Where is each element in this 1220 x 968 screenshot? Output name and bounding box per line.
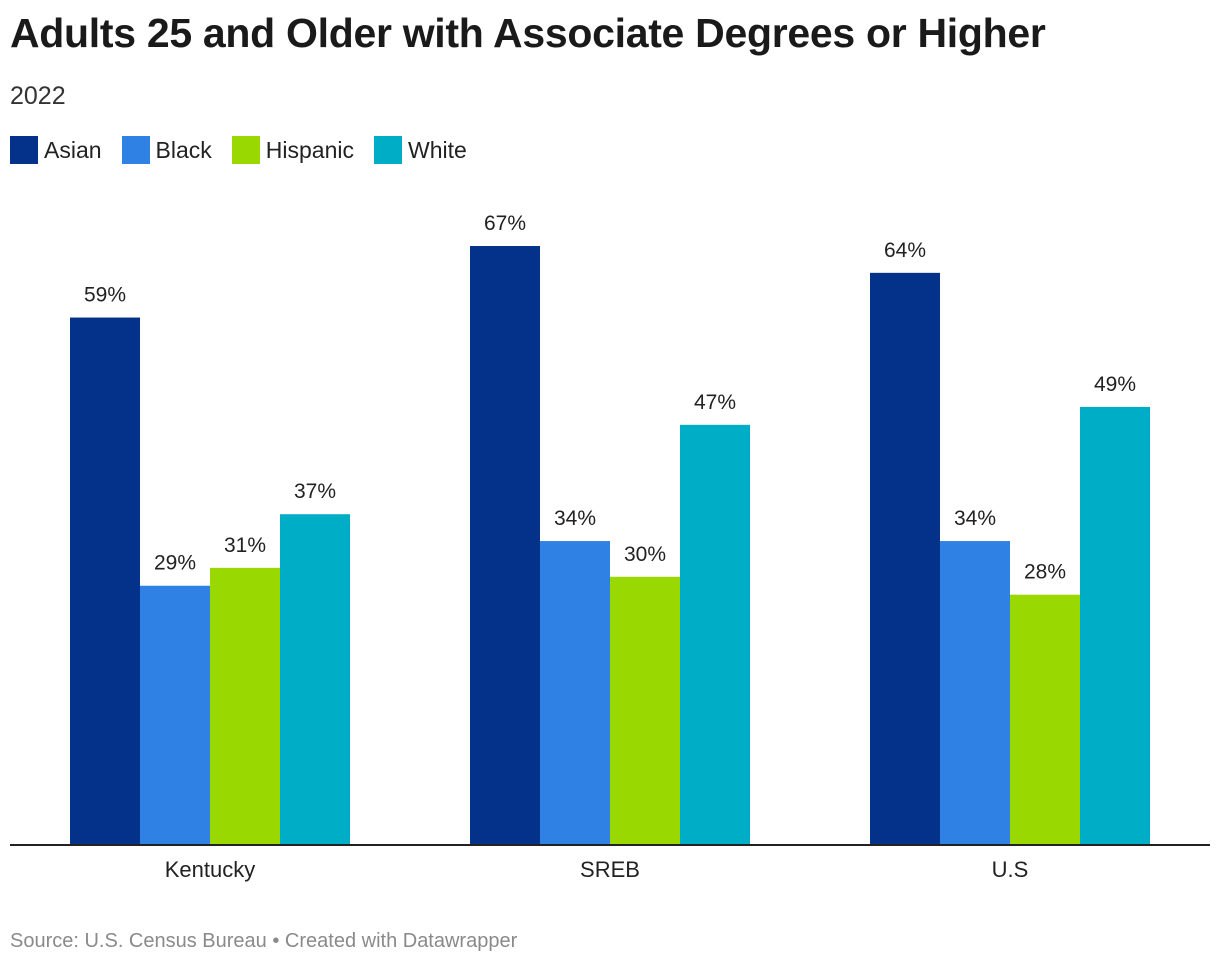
bar-sreb-hispanic [610, 576, 680, 845]
chart-subtitle: 2022 [10, 82, 66, 110]
x-tick-label-u-s: U.S [992, 857, 1029, 882]
legend-label-hispanic: Hispanic [265, 136, 355, 163]
data-label-sreb-white: 47% [694, 391, 736, 414]
legend-item-asian: Asian [10, 136, 102, 164]
bar-kentucky-white [280, 514, 350, 845]
legend-item-black: Black [121, 136, 212, 164]
legend-label-black: Black [155, 136, 212, 163]
legend-swatch-white [374, 136, 403, 164]
legend: Asian Black Hispanic White [10, 136, 487, 164]
bar-u-s-asian [870, 272, 940, 846]
data-label-kentucky-white: 37% [294, 480, 336, 503]
chart-title: Adults 25 and Older with Associate Degre… [10, 10, 1046, 56]
x-tick-label-kentucky: Kentucky [165, 857, 256, 882]
bar-kentucky-hispanic [210, 567, 280, 845]
data-label-kentucky-black: 29% [154, 552, 196, 575]
data-label-u-s-white: 49% [1094, 373, 1136, 396]
legend-label-white: White [408, 136, 467, 163]
legend-item-white: White [374, 136, 467, 164]
bar-sreb-asian [470, 246, 540, 845]
data-label-kentucky-asian: 59% [84, 284, 126, 307]
data-label-u-s-black: 34% [954, 507, 996, 530]
bar-kentucky-black [140, 585, 210, 845]
data-label-u-s-asian: 64% [884, 239, 926, 262]
bar-kentucky-asian [70, 317, 140, 845]
bar-u-s-black [940, 541, 1010, 845]
legend-label-asian: Asian [44, 136, 102, 163]
legend-swatch-asian [10, 136, 38, 164]
source-note: Source: U.S. Census Bureau • Created wit… [10, 930, 518, 952]
data-label-sreb-hispanic: 30% [624, 543, 666, 566]
legend-item-hispanic: Hispanic [231, 136, 355, 164]
bar-u-s-white [1080, 406, 1150, 845]
bar-u-s-hispanic [1010, 594, 1080, 845]
bar-sreb-white [680, 424, 750, 845]
legend-swatch-hispanic [231, 136, 260, 164]
data-label-sreb-black: 34% [554, 507, 596, 530]
data-label-kentucky-hispanic: 31% [224, 534, 266, 557]
data-label-u-s-hispanic: 28% [1024, 561, 1066, 584]
data-label-sreb-asian: 67% [484, 212, 526, 235]
bar-sreb-black [540, 541, 610, 845]
legend-swatch-black [121, 136, 150, 164]
x-tick-label-sreb: SREB [580, 857, 640, 882]
